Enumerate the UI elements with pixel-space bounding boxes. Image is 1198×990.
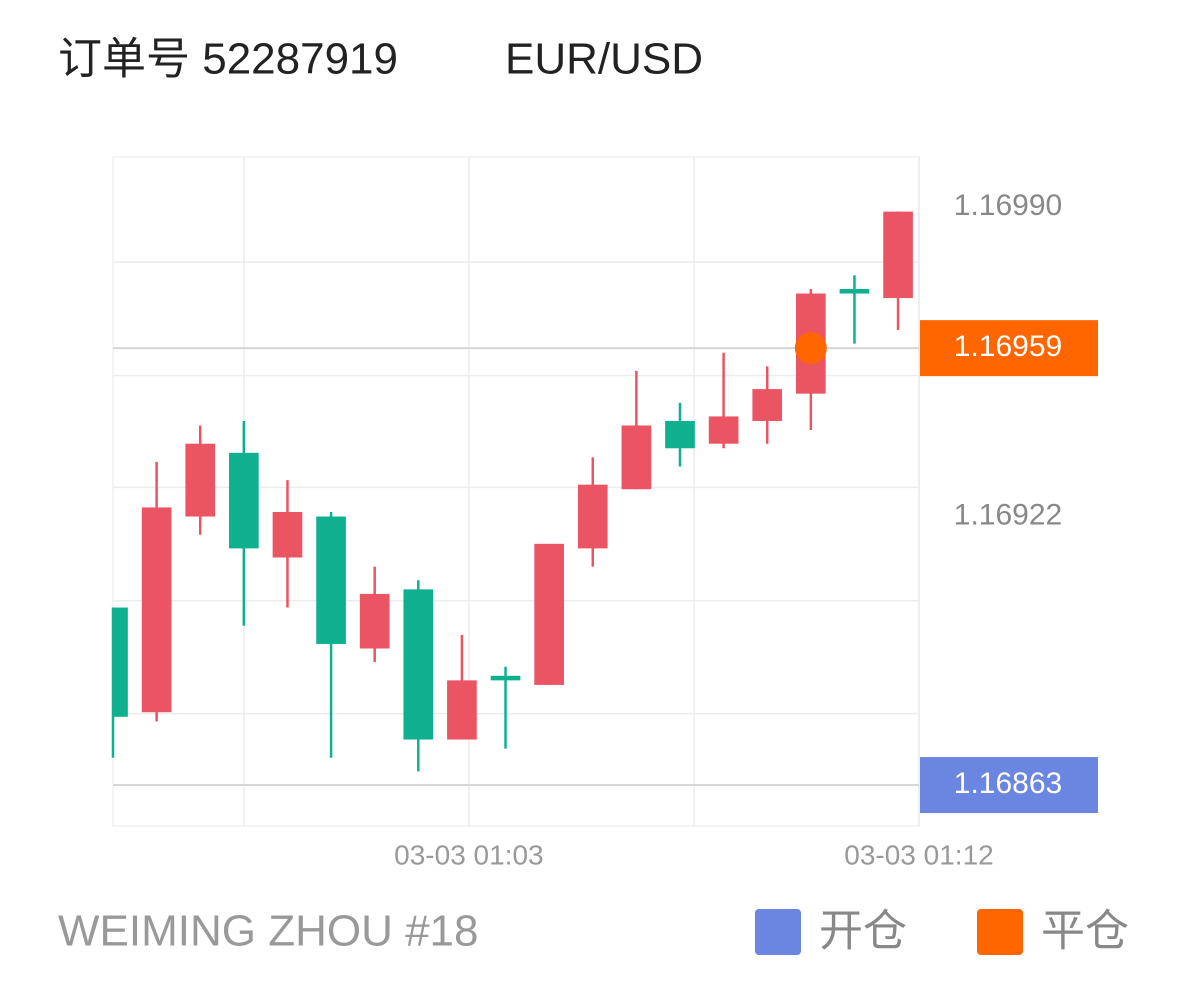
candle-body xyxy=(839,288,870,294)
candle-body xyxy=(316,516,346,644)
y-tick-label: 1.16922 xyxy=(954,498,1062,531)
mark-label-box xyxy=(920,320,1098,377)
candle-body xyxy=(534,543,564,685)
mark-point xyxy=(794,332,827,365)
legend-swatch xyxy=(755,909,801,955)
mark-label: 1.16959 xyxy=(954,330,1062,363)
candle-body xyxy=(272,511,303,558)
chart-title: 订单号 52287919 xyxy=(58,35,398,84)
candle-body xyxy=(883,211,913,299)
candle-body xyxy=(577,484,608,549)
mark-label: 1.16863 xyxy=(954,767,1062,800)
candle-body xyxy=(621,425,652,490)
candle-body xyxy=(229,452,259,549)
y-tick-label: 1.16990 xyxy=(954,189,1062,222)
legend-label: 平仓 xyxy=(1041,907,1129,956)
x-tick-label: 03-03 01:12 xyxy=(844,839,993,870)
candle-body xyxy=(708,416,739,444)
candle-body xyxy=(185,443,216,517)
legend-swatch xyxy=(977,909,1023,955)
mark-label-box xyxy=(920,757,1098,814)
x-tick-label: 03-03 01:03 xyxy=(394,839,543,870)
candle-body xyxy=(141,507,172,713)
candle-body xyxy=(359,593,390,649)
footer: WEIMING ZHOU #18 xyxy=(58,907,479,956)
candle-body xyxy=(447,680,477,740)
legend-label: 开仓 xyxy=(819,907,907,956)
candle-body xyxy=(403,589,434,740)
candle-body xyxy=(665,420,695,449)
candle-body xyxy=(113,607,128,717)
candle-body xyxy=(490,675,521,681)
candle-body xyxy=(752,389,783,421)
chart-subtitle: EUR/USD xyxy=(505,35,703,84)
